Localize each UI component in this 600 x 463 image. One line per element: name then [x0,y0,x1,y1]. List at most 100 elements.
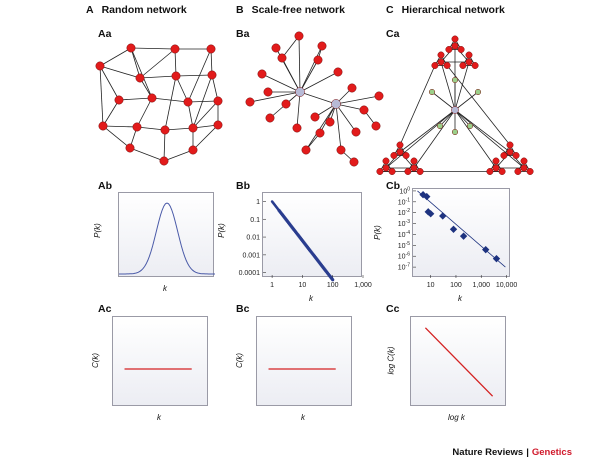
random-network-edge [164,75,177,131]
panel-label-cb: Cb [386,180,400,192]
scale-free-network-node [265,113,275,123]
hierarchical-network-node [465,58,473,66]
scale-free-network-node [325,117,335,127]
y-axis-label-cc: log C(k) [386,346,396,375]
hierarchical-network-node [436,122,444,130]
hierarchical-network-edge [454,91,479,111]
scale-free-network-node [374,91,384,101]
hierarchical-network-edge [431,91,456,111]
plot-ac-svg [124,368,192,370]
hierarchical-network-node [428,88,436,96]
data-point [449,225,458,233]
scale-free-network-node [333,67,343,77]
hierarchical-network-node [506,141,514,149]
scale-free-network-node [263,87,273,97]
hierarchical-network-node [520,164,528,172]
x-axis-label-ab: k [163,284,167,293]
x-tick-label: 1 [270,282,274,289]
hierarchical-network-node [382,164,390,172]
fit-line [417,190,506,268]
hierarchical-network-node [376,168,384,175]
random-network-edge [102,125,131,149]
y-axis-label-cb: P(k) [372,225,382,240]
random-network-edge [130,47,141,79]
clustering-line [424,327,494,397]
random-network-edge [129,147,165,162]
hierarchical-network-node [437,58,445,66]
random-network-edge [99,47,132,67]
data-point [439,212,447,220]
hierarchical-network-node [451,42,459,50]
scale-free-network-edge [299,59,319,93]
hierarchical-network-node [451,128,459,136]
column-header-c: C Hierarchical network [386,4,505,16]
hierarchical-network-edge [413,109,456,169]
random-network-node [188,123,198,133]
plot-bc [256,316,352,406]
scale-free-network-node [331,99,341,109]
panel-label-ac: Ac [98,303,112,315]
hierarchical-network-edge [440,61,456,111]
hierarchical-network-node [500,152,508,159]
x-tick-label: 100 [327,282,339,289]
y-tick-label: 0.0001 [239,270,261,277]
plot-ac [112,316,208,406]
random-network-node [206,44,216,54]
hierarchical-network-edge [385,151,401,169]
random-network-edge [187,100,219,103]
random-network-edge [151,97,189,103]
scale-free-network-node [317,41,327,51]
plot-bb: 1 0.1 0.01 0.001 0.0001 1 10 100 1,000 [239,192,372,289]
scale-free-network-node [313,55,323,65]
x-tick-label: 100 [450,282,462,289]
random-network-edge [102,125,138,128]
hierarchical-network-node [437,51,445,59]
scale-free-network-node [245,97,255,107]
hierarchical-network-node [492,164,500,172]
y-tick-label: 10-1 [398,197,410,206]
random-network-edge [130,47,153,99]
hierarchical-network-node [506,148,514,156]
scale-free-network-edge [335,103,342,151]
random-network-edge [118,97,153,101]
random-network-node [147,93,157,103]
column-header-b: B Scale-free network [236,4,345,16]
random-network-node [171,71,181,81]
column-title: Random network [101,4,187,16]
hierarchical-network-node [466,122,474,130]
hierarchical-network-edge [454,109,497,169]
random-network-edge [102,99,120,127]
y-tick-label: 10-7 [398,263,410,272]
y-tick-label: 10-6 [398,252,410,261]
random-network-edge [136,97,153,128]
journal-name: Genetics [531,447,572,458]
hierarchical-network-node [474,88,482,96]
scale-free-network-edge [335,103,357,133]
hierarchical-network-edge [399,151,415,169]
scale-free-network-node [347,83,357,93]
y-tick-label: 10-2 [398,208,410,217]
y-axis-label-ab: P(k) [92,223,102,238]
scale-free-network-node [371,121,381,131]
y-tick-label: 0.01 [246,235,260,242]
random-network-edge [192,124,219,151]
y-tick-label: 0.1 [250,217,260,224]
random-network-edge [130,47,176,50]
y-axis-label-bc: C(k) [235,352,245,369]
hierarchical-network-node [416,168,424,175]
column-letter: A [86,4,94,16]
random-network-node [159,156,169,166]
plot-bc-svg [268,368,336,370]
random-network-edge [192,100,219,129]
random-network-node [183,97,193,107]
plot-cc-svg [424,327,494,397]
random-network-edge [164,127,194,131]
scale-free-network-edge [296,91,301,129]
hierarchical-network-node [396,141,404,149]
journal-credit: Nature Reviews | Genetics [452,447,572,458]
plot-cb: 100 10-1 10-2 10-3 10-4 10-5 10-6 10-7 10 100 1,00… [398,186,518,289]
hierarchical-network-node [388,168,396,175]
hierarchical-network-node [445,46,453,53]
hierarchical-network-node [396,148,404,156]
scale-free-network-svg [245,31,384,167]
